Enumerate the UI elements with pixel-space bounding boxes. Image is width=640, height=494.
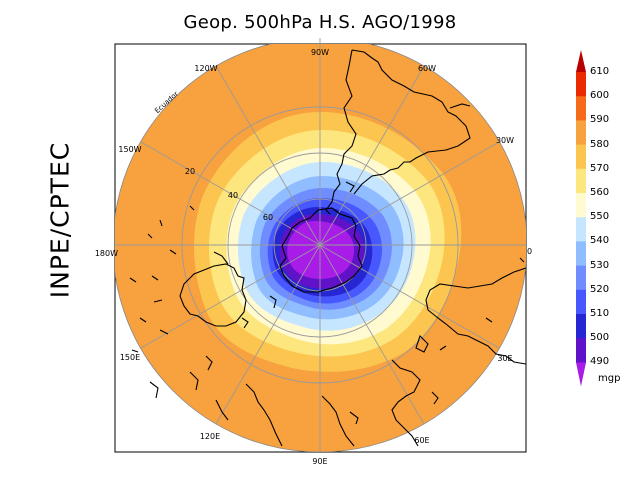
colorbar-level-label: 540	[590, 235, 610, 247]
colorbar-swatch	[576, 338, 586, 363]
latitude-label-40: 40	[228, 191, 238, 200]
colorbar-level-label: 550	[590, 211, 610, 223]
colorbar-level-label: 530	[590, 259, 610, 271]
meridian-label-180w: 180W	[95, 249, 118, 258]
latitude-label-20: 20	[185, 167, 195, 176]
meridian-label-30w: 30W	[496, 136, 514, 145]
meridian-label-0: 0	[527, 247, 532, 256]
colorbar-swatch	[576, 314, 586, 339]
colorbar-level-label: 580	[590, 138, 610, 150]
colorbar-swatch	[576, 193, 586, 218]
colorbar-level-label: 610	[590, 66, 610, 77]
colorbar-swatch	[576, 120, 586, 146]
meridian-label-120w: 120W	[194, 64, 217, 73]
colorbar-swatch-bottom	[576, 362, 586, 387]
meridian-label-60e: 60E	[414, 436, 429, 445]
coastline-south-america	[325, 49, 357, 215]
colorbar-level-label: 520	[590, 283, 610, 295]
colorbar-level-label: 570	[590, 162, 610, 174]
colorbar-level-label: 560	[590, 187, 610, 198]
colorbar-swatch	[576, 289, 586, 315]
colorbar-swatch	[576, 241, 586, 267]
colorbar-unit-label: mgp	[598, 373, 621, 385]
colorbar-level-label: 490	[590, 356, 610, 368]
coastline-antarctica	[279, 207, 363, 293]
meridian-label-60w: 60W	[418, 64, 436, 73]
coastline-australia	[179, 263, 247, 327]
colorbar-swatch	[576, 144, 586, 170]
colorbar-level-label: 510	[590, 308, 610, 319]
colorbar-level-label: 500	[590, 332, 610, 344]
meridians	[115, 38, 526, 452]
meridian-label-150e: 150E	[120, 353, 140, 362]
colorbar-swatch	[576, 168, 586, 194]
coastlines	[129, 49, 526, 447]
colorbar-level-label: 590	[590, 114, 610, 126]
colorbar-swatch-top	[576, 50, 586, 72]
colorbar-level-label: 600	[590, 90, 610, 102]
colorbar-swatch	[576, 72, 586, 97]
colorbar-swatch	[576, 96, 586, 121]
colorbar-swatch	[576, 217, 586, 242]
coastline-africa	[425, 267, 526, 365]
meridian-label-120e: 120E	[200, 432, 220, 441]
meridian-label-150w: 150W	[118, 145, 141, 154]
meridian-label-90e: 90E	[312, 457, 327, 466]
map-title: Geop. 500hPa H.S. AGO/1998	[183, 12, 457, 33]
meridian-label-90w: 90W	[311, 48, 329, 57]
latitude-label-60: 60	[263, 213, 273, 222]
meridian-label-30e: 30E	[497, 354, 512, 363]
colorbar-swatch	[576, 265, 586, 291]
